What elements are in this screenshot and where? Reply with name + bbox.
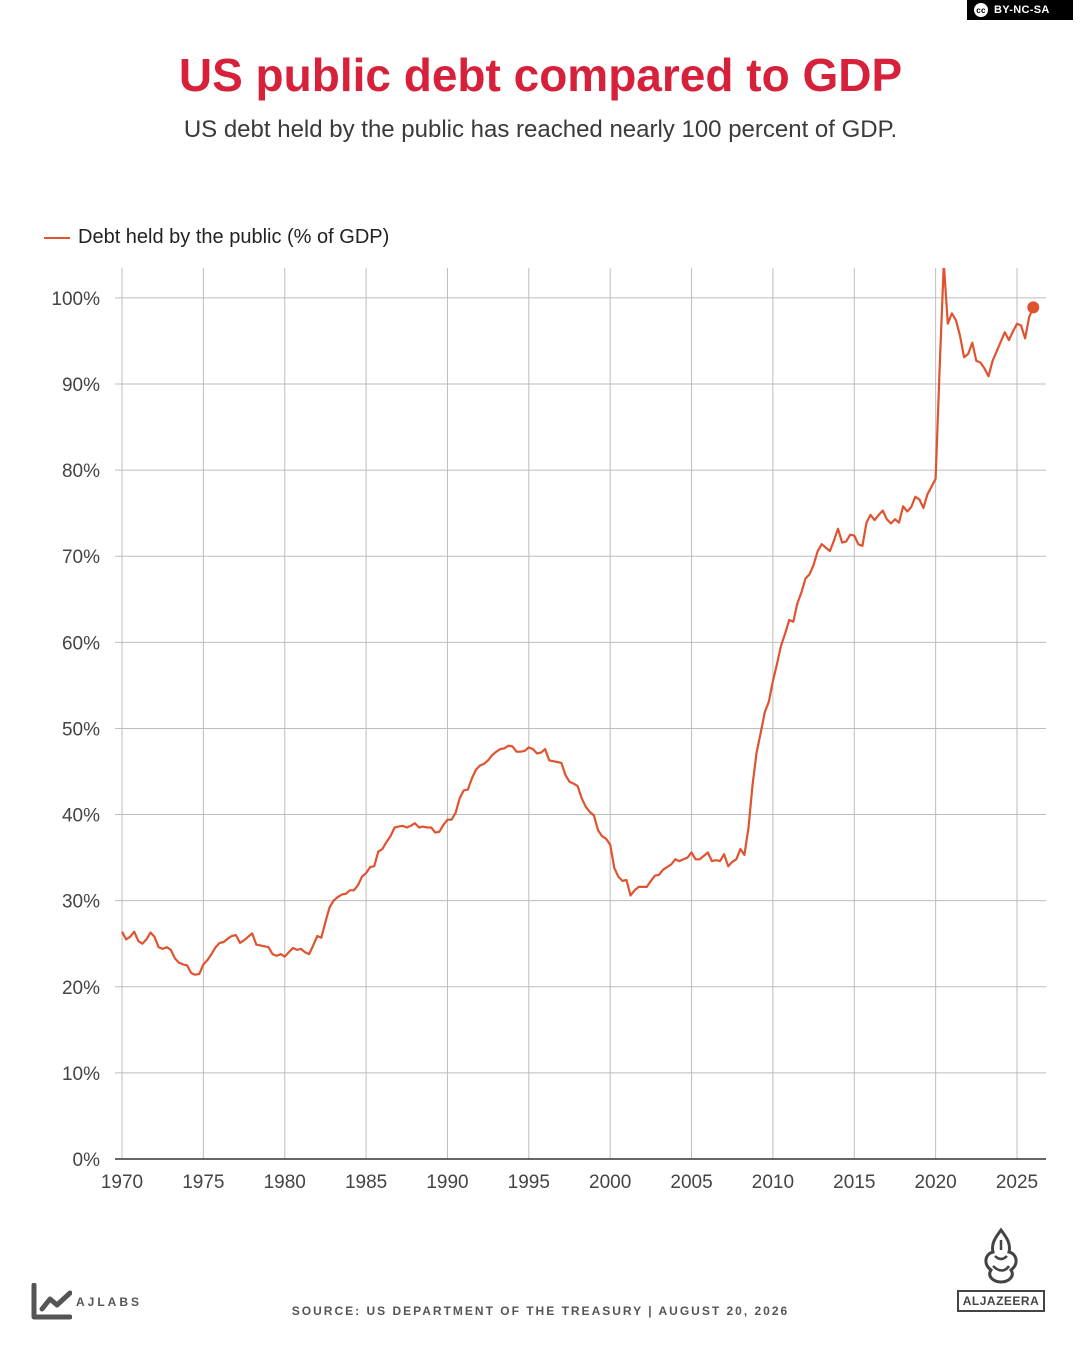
latest-value-marker	[1027, 301, 1040, 314]
y-tick-label: 100%	[51, 289, 100, 310]
x-tick-label: 2020	[914, 1172, 956, 1193]
axes: 0% 10% 20% 30% 40% 50% 60% 70% 80% 90% 100% 1970 197…	[51, 289, 1046, 1193]
legend-label: Debt held by the public (% of GDP)	[78, 226, 390, 248]
aljazeera-wordmark: ALJAZEERA	[956, 1290, 1046, 1312]
ajlabs-text: AJLABS	[76, 1295, 143, 1309]
x-tick-label: 1995	[508, 1172, 550, 1193]
ajlabs-chart-icon	[31, 1283, 72, 1320]
series-layer	[121, 268, 1040, 976]
y-tick-label: 80%	[62, 461, 100, 482]
y-tick-label: 30%	[62, 892, 100, 913]
y-tick-label: 60%	[62, 633, 100, 654]
x-tick-label: 1970	[101, 1172, 143, 1193]
cc-license-badge: cc BY-NC-SA	[967, 0, 1073, 20]
y-tick-label: 0%	[73, 1150, 101, 1171]
y-tick-label: 50%	[62, 719, 100, 740]
x-tick-label: 2025	[996, 1172, 1038, 1193]
ajlabs-logo: AJLABS	[30, 1283, 142, 1321]
legend-swatch	[44, 236, 70, 239]
cc-icon: cc	[974, 3, 988, 17]
y-tick-label: 20%	[62, 978, 100, 999]
x-tick-label: 1990	[426, 1172, 468, 1193]
x-tick-label: 2015	[833, 1172, 875, 1193]
y-tick-label: 40%	[62, 806, 100, 827]
source-note: SOURCE: US DEPARTMENT OF THE TREASURY | …	[291, 1304, 790, 1318]
x-tick-label: 2000	[589, 1172, 631, 1193]
y-tick-label: 70%	[62, 547, 100, 568]
license-text: BY-NC-SA	[994, 4, 1050, 16]
chart-title: US public debt compared to GDP	[178, 49, 903, 101]
aljazeera-calligraphy-icon	[984, 1227, 1018, 1284]
x-tick-label: 2005	[670, 1172, 712, 1193]
chart-legend: Debt held by the public (% of GDP)	[44, 226, 389, 249]
gridlines	[115, 268, 1046, 1159]
x-tick-label: 1975	[182, 1172, 224, 1193]
series-line	[121, 268, 1035, 976]
x-tick-label: 1985	[345, 1172, 387, 1193]
y-tick-label: 90%	[62, 375, 100, 396]
chart-subtitle: US debt held by the public has reached n…	[183, 116, 898, 143]
x-tick-label: 2010	[752, 1172, 794, 1193]
x-tick-label: 1980	[264, 1172, 306, 1193]
y-tick-label: 10%	[62, 1064, 100, 1085]
aljazeera-logo: ALJAZEERA	[954, 1226, 1048, 1312]
